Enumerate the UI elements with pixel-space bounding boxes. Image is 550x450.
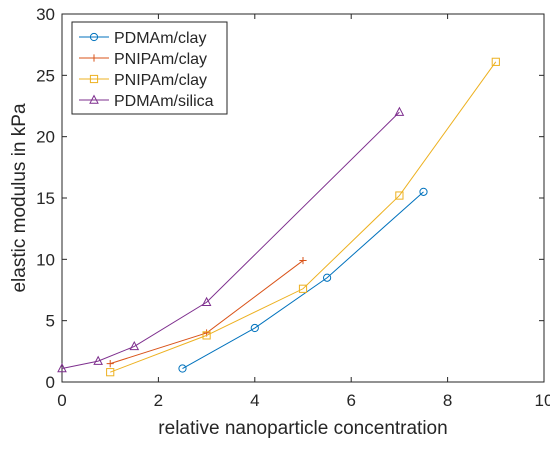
series-4 — [57, 106, 405, 373]
data-point — [106, 360, 114, 368]
series-line — [110, 61, 497, 373]
data-point — [202, 331, 211, 340]
data-point — [250, 323, 259, 333]
y-tick-label: 25 — [36, 66, 55, 85]
data-point — [394, 106, 405, 116]
y-tick-label: 5 — [46, 312, 55, 331]
legend-marker — [90, 54, 98, 62]
data-point — [419, 187, 428, 196]
y-axis-ticks: 0 5 10 15 20 25 30 — [36, 5, 544, 392]
legend-item: PDMAm/silica — [79, 93, 214, 110]
legend-item: PNIPAm/clay — [79, 51, 207, 68]
data-point — [323, 273, 332, 282]
legend: PDMAm/clay PNIPAm/clay PNIPAm/clay PDMAm/si… — [71, 21, 228, 115]
series-layer — [57, 57, 500, 377]
data-point — [57, 363, 67, 373]
y-axis-label: elastic modulus in kPa — [9, 103, 30, 292]
data-point — [395, 191, 404, 200]
x-axis-label: relative nanoparticle concentration — [158, 418, 447, 439]
legend-item: PDMAm/clay — [79, 30, 206, 47]
y-tick-label: 30 — [36, 5, 55, 24]
data-point — [299, 256, 307, 265]
legend-item: PNIPAm/clay — [79, 72, 207, 89]
series-line — [182, 191, 424, 369]
legend-marker — [89, 32, 99, 42]
x-tick-label: 10 — [535, 391, 550, 410]
legend-label: PDMAm/silica — [114, 93, 214, 110]
data-point — [201, 296, 212, 306]
series-3 — [106, 57, 500, 377]
legend-label: PNIPAm/clay — [114, 72, 207, 89]
data-point — [298, 284, 308, 293]
legend-marker — [89, 94, 99, 104]
y-tick-label: 15 — [36, 189, 55, 208]
data-point — [93, 355, 103, 365]
y-tick-label: 10 — [36, 250, 55, 269]
data-point — [491, 57, 500, 66]
y-tick-label: 20 — [36, 128, 55, 147]
data-point — [129, 340, 140, 351]
x-axis-ticks: 0 2 4 6 8 10 — [57, 14, 550, 410]
x-tick-label: 2 — [154, 391, 163, 410]
x-tick-label: 8 — [443, 391, 452, 410]
y-tick-label: 0 — [46, 373, 55, 392]
series-line — [61, 111, 400, 369]
data-point — [106, 368, 115, 377]
legend-label: PDMAm/clay — [114, 30, 206, 47]
x-tick-label: 6 — [346, 391, 355, 410]
x-tick-label: 4 — [250, 391, 259, 410]
data-point — [178, 364, 187, 373]
legend-label: PNIPAm/clay — [114, 51, 207, 68]
legend-marker — [89, 74, 99, 84]
series-1 — [178, 187, 428, 373]
x-tick-label: 0 — [57, 391, 66, 410]
